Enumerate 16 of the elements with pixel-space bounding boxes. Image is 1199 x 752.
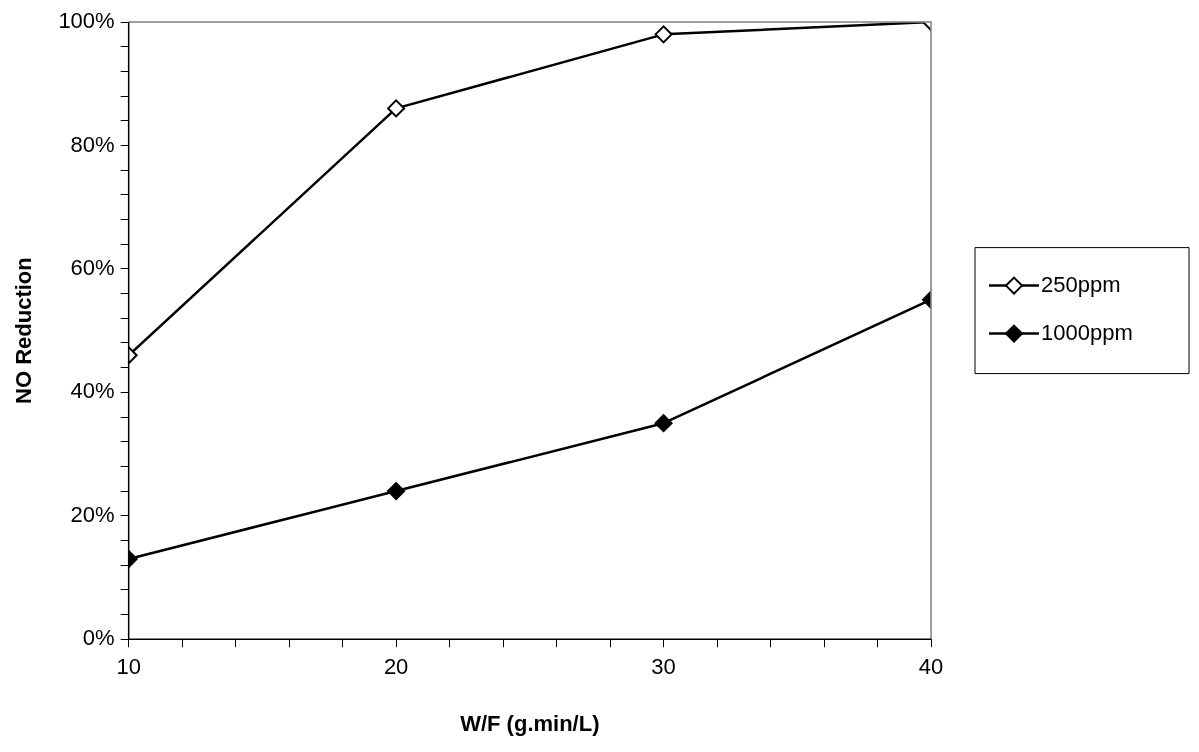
x-tick-label: 20 — [383, 654, 409, 680]
point — [387, 99, 406, 118]
y-tick-label: 100% — [58, 8, 115, 34]
y-tick-label: 20% — [70, 501, 115, 527]
y-tick-label: 40% — [70, 378, 115, 404]
x-tick-label: 40 — [918, 654, 944, 680]
x-tick-label: 10 — [116, 654, 141, 680]
y-tick-label: 60% — [70, 254, 115, 280]
y-tick-label: 80% — [70, 131, 115, 157]
x-axis-title: W/F (g.min/L) — [460, 710, 600, 736]
legend-label: 250ppm — [1041, 271, 1121, 297]
point — [654, 25, 673, 44]
x-tick-label: 30 — [651, 654, 676, 680]
legend-label: 1000ppm — [1041, 319, 1133, 345]
y-tick-label: 0% — [82, 625, 115, 651]
y-axis-title: NO Reduction — [11, 257, 37, 404]
